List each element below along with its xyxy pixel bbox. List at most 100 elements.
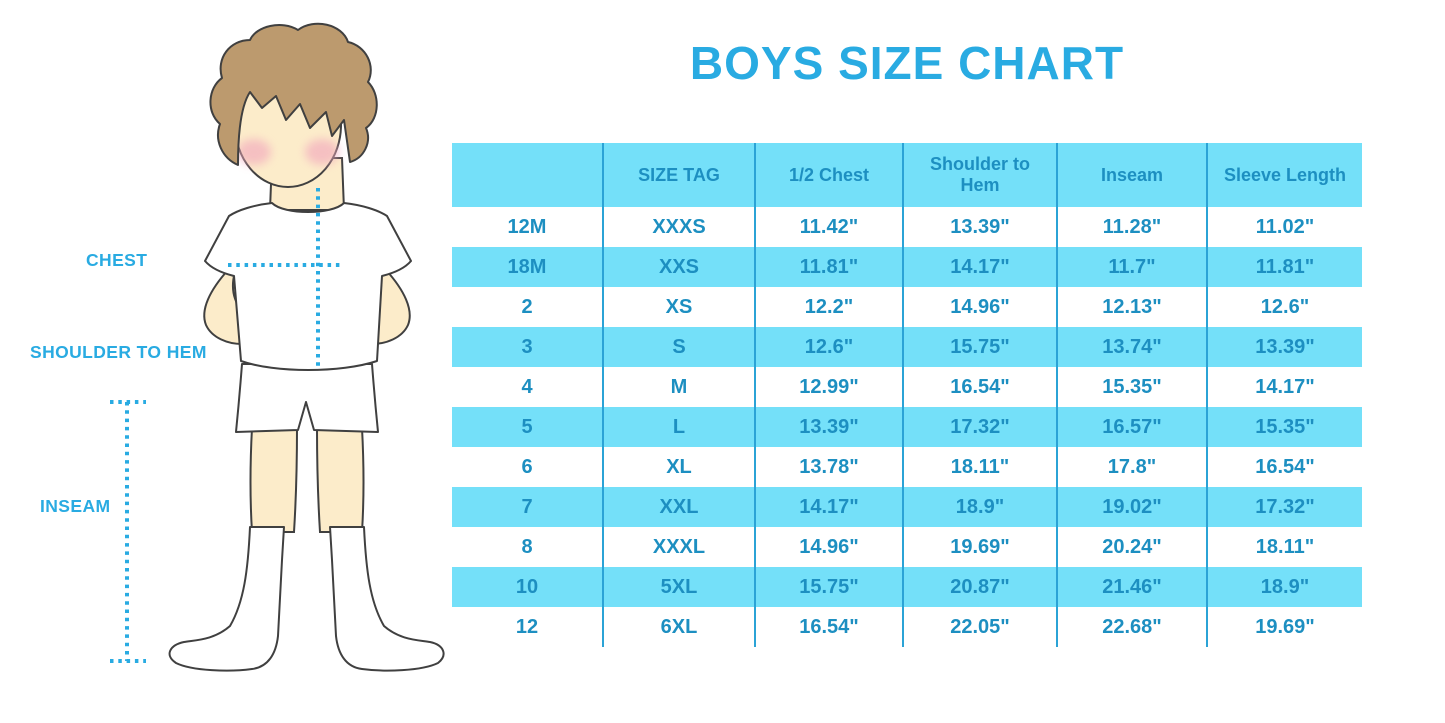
size-age-cell: 10 <box>452 567 603 607</box>
measurement-cell: 19.69" <box>1206 607 1362 647</box>
size-age-cell: 2 <box>521 295 533 318</box>
boy-left-leg <box>249 427 299 533</box>
measurement-cell: 18.9" <box>902 487 1057 527</box>
size-age-cell: 6 <box>521 455 533 478</box>
measurement-cell: 16.57" <box>1056 407 1207 447</box>
size-age-cell: 12M <box>507 215 547 238</box>
measurement-cell: 19.69" <box>902 527 1057 567</box>
size-tag-cell: 6XL <box>602 607 755 647</box>
measurement-cell: 17.8" <box>1056 447 1207 487</box>
measurement-cell: 13.74" <box>1056 327 1207 367</box>
table-row: 7 XXL 14.17" 18.9" 19.02" 17.32" <box>452 487 1362 527</box>
measurement-cell: 13.78" <box>754 447 903 487</box>
header-cell: Sleeve Length <box>1206 143 1362 207</box>
measurement-cell: 12.99" <box>754 367 903 407</box>
measurement-cell: 14.96" <box>754 527 903 567</box>
measurement-cell: 13.39" <box>754 407 903 447</box>
chest-label: CHEST <box>86 250 148 270</box>
size-age-cell: 5 <box>452 407 603 447</box>
table-row: 6 XL 13.78" 18.11" 17.8" 16.54" <box>452 447 1362 487</box>
measurement-cell: 15.75" <box>902 327 1057 367</box>
size-age-cell: 7 <box>452 487 603 527</box>
measurement-cell: 16.54" <box>754 607 903 647</box>
measurement-cell: 18.11" <box>902 447 1057 487</box>
measurement-cell: 12.2" <box>754 287 903 327</box>
boy-shirt <box>204 202 412 371</box>
size-tag-cell: XXXS <box>602 207 755 247</box>
measurement-cell: 15.35" <box>1206 407 1362 447</box>
boy-left-sock <box>168 526 285 672</box>
header-cell: Shoulder to Hem <box>902 143 1057 207</box>
measurement-cell: 22.05" <box>902 607 1057 647</box>
table-row: 10 5XL 15.75" 20.87" 21.46" 18.9" <box>452 567 1362 607</box>
inseam-label: INSEAM <box>40 496 111 516</box>
measurement-cell: 12.6" <box>1206 287 1362 327</box>
table-row: 12 6XL 16.54" 22.05" 22.68" 19.69" <box>452 607 1362 647</box>
size-tag-cell: L <box>602 407 755 447</box>
measurement-cell: 11.28" <box>1056 207 1207 247</box>
size-age-cell: 12 <box>515 615 539 638</box>
size-tag-cell: 5XL <box>602 567 755 607</box>
size-age-cell: 18M <box>452 247 603 287</box>
size-tag-cell: XXL <box>602 487 755 527</box>
measurement-cell: 11.42" <box>754 207 903 247</box>
measurement-cell: 11.81" <box>754 247 903 287</box>
measurement-cell: 16.54" <box>1206 447 1362 487</box>
measurement-cell: 11.81" <box>1206 247 1362 287</box>
size-age-cell: 4 <box>521 375 533 398</box>
boy-shorts <box>235 363 379 433</box>
size-age-cell: 3 <box>452 327 603 367</box>
size-tag-cell: XL <box>602 447 755 487</box>
page-title: BOYS SIZE CHART <box>689 37 1125 89</box>
measurement-cell: 12.6" <box>754 327 903 367</box>
boy-right-cheek <box>305 139 339 165</box>
measurement-cell: 15.35" <box>1056 367 1207 407</box>
boy-hair <box>209 22 378 166</box>
size-table: SIZE TAG 1/2 Chest Shoulder to Hem Inseam Sl… <box>452 143 1362 647</box>
measurement-cell: 14.17" <box>1206 367 1362 407</box>
table-row: 2 XS 12.2" 14.96" 12.13" 12.6" <box>452 287 1362 327</box>
measurement-cell: 18.11" <box>1206 527 1362 567</box>
measurement-cell: 17.32" <box>902 407 1057 447</box>
measurement-cell: 14.17" <box>902 247 1057 287</box>
boy-right-sock <box>329 526 445 672</box>
header-cell: Inseam <box>1056 143 1207 207</box>
table-row: 5 L 13.39" 17.32" 16.57" 15.35" <box>452 407 1362 447</box>
measurement-cell: 20.87" <box>902 567 1057 607</box>
table-row: 18M XXS 11.81" 14.17" 11.7" 11.81" <box>452 247 1362 287</box>
size-tag-cell: M <box>602 367 755 407</box>
measurement-cell: 20.24" <box>1056 527 1207 567</box>
size-age-cell: 8 <box>521 535 533 558</box>
measurement-cell: 13.39" <box>1206 327 1362 367</box>
measurement-cell: 15.75" <box>754 567 903 607</box>
measurement-cell: 11.7" <box>1056 247 1207 287</box>
measurement-cell: 21.46" <box>1056 567 1207 607</box>
size-tag-cell: XXS <box>602 247 755 287</box>
measurement-cell: 18.9" <box>1206 567 1362 607</box>
table-row: 12M XXXS 11.42" 13.39" 11.28" 11.02" <box>452 207 1362 247</box>
size-tag-cell: S <box>602 327 755 367</box>
measurement-cell: 12.13" <box>1056 287 1207 327</box>
measurement-cell: 17.32" <box>1206 487 1362 527</box>
header-cell-empty <box>452 143 603 207</box>
table-row: 4 M 12.99" 16.54" 15.35" 14.17" <box>452 367 1362 407</box>
measurement-cell: 16.54" <box>902 367 1057 407</box>
measurement-cell: 14.96" <box>902 287 1057 327</box>
table-row: 8 XXXL 14.96" 19.69" 20.24" 18.11" <box>452 527 1362 567</box>
size-tag-cell: XS <box>602 287 755 327</box>
boy-right-leg <box>315 427 365 533</box>
size-tag-cell: XXXL <box>602 527 755 567</box>
measurement-cell: 22.68" <box>1056 607 1207 647</box>
measurement-cell: 11.02" <box>1206 207 1362 247</box>
header-cell: SIZE TAG <box>602 143 755 207</box>
boy-illustration <box>110 22 445 672</box>
boy-left-cheek <box>237 139 271 165</box>
size-table-header-row: SIZE TAG 1/2 Chest Shoulder to Hem Inseam Sl… <box>452 143 1362 207</box>
header-cell: 1/2 Chest <box>754 143 903 207</box>
measurement-cell: 13.39" <box>902 207 1057 247</box>
measurement-cell: 19.02" <box>1056 487 1207 527</box>
measurement-cell: 14.17" <box>754 487 903 527</box>
table-row: 3 S 12.6" 15.75" 13.74" 13.39" <box>452 327 1362 367</box>
shoulder-to-hem-label: SHOULDER TO HEM <box>30 342 207 362</box>
